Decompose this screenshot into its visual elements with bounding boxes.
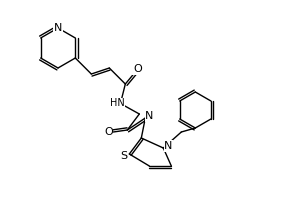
Text: N: N xyxy=(54,23,62,33)
Text: N: N xyxy=(145,111,154,121)
Text: O: O xyxy=(133,64,142,74)
Text: O: O xyxy=(104,127,113,137)
Text: N: N xyxy=(164,141,172,151)
Text: S: S xyxy=(120,151,127,161)
Text: HN: HN xyxy=(110,98,125,108)
